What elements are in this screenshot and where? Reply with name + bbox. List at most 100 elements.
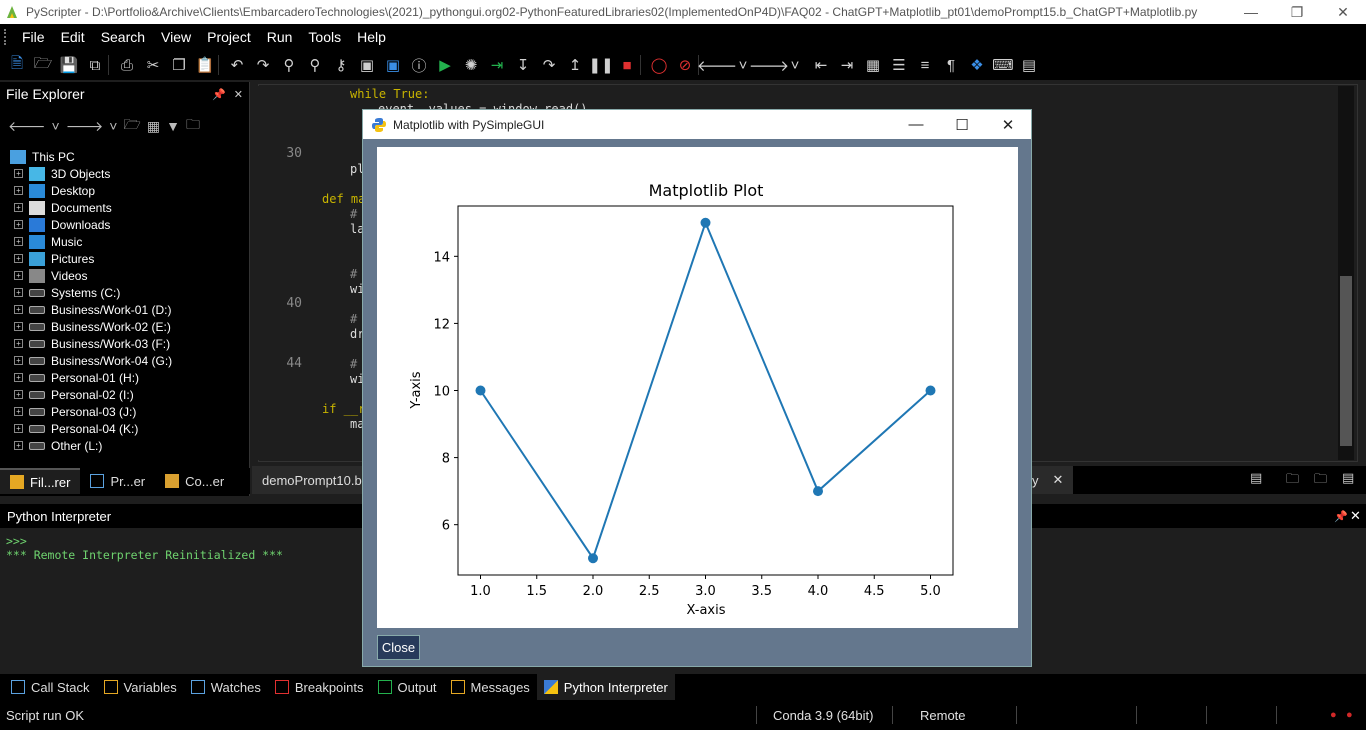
copy-icon[interactable]: ❐: [172, 57, 186, 74]
layout-icon[interactable]: ▤: [1021, 57, 1037, 74]
menu-tools[interactable]: Tools: [308, 29, 342, 45]
tab-next-icon[interactable]: 🗀: [1314, 471, 1328, 486]
expand-icon[interactable]: +: [14, 237, 23, 246]
undo-icon[interactable]: ↶: [230, 57, 244, 74]
close-tab-icon[interactable]: ✕: [1052, 472, 1064, 487]
tree-item[interactable]: + Music: [0, 233, 249, 250]
python-icon[interactable]: ❖: [970, 57, 984, 74]
tree-item[interactable]: + Personal-01 (H:): [0, 369, 249, 386]
run-to-cursor-icon[interactable]: ⇥: [490, 57, 504, 74]
clear-breakpoints-icon[interactable]: ⊘: [678, 57, 692, 74]
search-icon[interactable]: ⚲: [283, 57, 295, 74]
step-into-icon[interactable]: ↧: [516, 57, 530, 74]
tree-item[interactable]: + Desktop: [0, 182, 249, 199]
save-icon[interactable]: 💾: [59, 57, 79, 74]
scrollbar-thumb[interactable]: [1340, 276, 1352, 446]
tree-item[interactable]: + Documents: [0, 199, 249, 216]
stop-icon[interactable]: ■: [622, 56, 632, 74]
expand-icon[interactable]: +: [14, 373, 23, 382]
expand-icon[interactable]: +: [14, 254, 23, 263]
tree-view-icon[interactable]: ▦: [146, 117, 161, 134]
new-file-icon[interactable]: 🗎: [10, 54, 24, 72]
paste-icon[interactable]: 📋: [195, 57, 215, 74]
screenshot-icon[interactable]: ▣: [359, 57, 375, 74]
info-icon[interactable]: ⓘ: [411, 57, 427, 75]
editor-tab[interactable]: demoPrompt10.b: [252, 466, 372, 494]
save-all-icon[interactable]: ⧉: [89, 56, 101, 74]
open-file-icon[interactable]: 🗁: [33, 54, 53, 72]
up-folder-icon[interactable]: 🗁: [123, 116, 141, 132]
tab-messages[interactable]: Messages: [444, 674, 537, 700]
back-dropdown-icon[interactable]: ˅: [738, 56, 748, 74]
menu-file[interactable]: File: [22, 29, 45, 45]
editor-scrollbar[interactable]: [1338, 86, 1354, 460]
menu-project[interactable]: Project: [207, 29, 251, 45]
tree-item[interactable]: + Business/Work-01 (D:): [0, 301, 249, 318]
status-environment[interactable]: Conda 3.9 (64bit): [773, 707, 874, 723]
cut-icon[interactable]: ✂: [146, 57, 160, 74]
expand-icon[interactable]: +: [14, 339, 23, 348]
tab-prev-icon[interactable]: 🗀: [1286, 471, 1300, 486]
close-panel-icon[interactable]: ✕: [1350, 508, 1361, 523]
expand-icon[interactable]: +: [14, 169, 23, 178]
dialog-minimize-button[interactable]: —: [908, 116, 924, 133]
expand-icon[interactable]: +: [14, 356, 23, 365]
tab-output[interactable]: Output: [371, 674, 444, 700]
find-in-files-icon[interactable]: ⚲: [309, 57, 321, 74]
menu-run[interactable]: Run: [266, 29, 293, 45]
dedent-icon[interactable]: ⇥: [840, 57, 854, 74]
tree-item[interactable]: + Business/Work-02 (E:): [0, 318, 249, 335]
expand-icon[interactable]: +: [14, 407, 23, 416]
back-icon[interactable]: 🡐: [696, 57, 738, 75]
tab-breakpoints[interactable]: Breakpoints: [268, 674, 371, 700]
expand-icon[interactable]: +: [14, 390, 23, 399]
menu-search[interactable]: Search: [100, 29, 146, 45]
tab-watches[interactable]: Watches: [184, 674, 268, 700]
tree-item[interactable]: + Personal-02 (I:): [0, 386, 249, 403]
close-panel-icon[interactable]: ✕: [233, 88, 243, 101]
pin-icon[interactable]: 📌: [1334, 510, 1348, 523]
tree-item[interactable]: + Personal-04 (K:): [0, 420, 249, 437]
back-dropdown-icon[interactable]: ˅: [51, 118, 60, 134]
tree-item[interactable]: +3D Objects: [0, 165, 249, 182]
expand-icon[interactable]: +: [14, 305, 23, 314]
expand-icon[interactable]: +: [14, 203, 23, 212]
step-over-icon[interactable]: ↷: [542, 57, 556, 74]
run-icon[interactable]: ▶: [439, 57, 451, 74]
dialog-maximize-button[interactable]: ☐: [955, 116, 969, 134]
redo-icon[interactable]: ↷: [256, 57, 270, 74]
expand-icon[interactable]: +: [14, 322, 23, 331]
menu-view[interactable]: View: [161, 29, 192, 45]
tab-file-explorer[interactable]: Fil...rer: [0, 468, 81, 494]
zoom-icon[interactable]: ▣: [385, 57, 401, 74]
close-window-button[interactable]: ✕: [1337, 3, 1349, 20]
status-mode[interactable]: Remote: [920, 707, 966, 723]
forward-icon[interactable]: 🡒: [748, 57, 790, 75]
forward-dropdown-icon[interactable]: ˅: [109, 118, 118, 134]
dialog-close-icon[interactable]: ✕: [1001, 116, 1015, 134]
tree-item[interactable]: + Other (L:): [0, 437, 249, 454]
expand-icon[interactable]: +: [14, 271, 23, 280]
list-icon[interactable]: ☰: [892, 57, 906, 74]
minimize-button[interactable]: —: [1244, 4, 1258, 20]
forward-icon[interactable]: 🡒: [65, 117, 104, 134]
tree-item[interactable]: + Personal-03 (J:): [0, 403, 249, 420]
replace-icon[interactable]: ⚷: [335, 57, 347, 74]
tree-item[interactable]: + Videos: [0, 267, 249, 284]
back-icon[interactable]: 🡐: [8, 117, 46, 134]
debug-icon[interactable]: ✺: [464, 57, 478, 74]
breakpoint-icon[interactable]: ◯: [650, 57, 668, 74]
menubar-grip[interactable]: [4, 29, 6, 45]
tab-list-icon[interactable]: ▤: [1342, 470, 1355, 485]
wrap-icon[interactable]: ≡: [920, 56, 930, 74]
tree-item[interactable]: + Business/Work-04 (G:): [0, 352, 249, 369]
tab-python-interpreter[interactable]: Python Interpreter: [536, 674, 675, 700]
restore-button[interactable]: ❐: [1290, 3, 1304, 20]
forward-dropdown-icon[interactable]: ˅: [790, 56, 800, 74]
tab-code-explorer[interactable]: Co...er: [155, 468, 234, 494]
keyboard-icon[interactable]: ⌨: [992, 57, 1014, 74]
close-button[interactable]: Close: [377, 635, 420, 660]
expand-icon[interactable]: +: [14, 424, 23, 433]
menu-help[interactable]: Help: [357, 29, 386, 45]
expand-icon[interactable]: +: [14, 288, 23, 297]
